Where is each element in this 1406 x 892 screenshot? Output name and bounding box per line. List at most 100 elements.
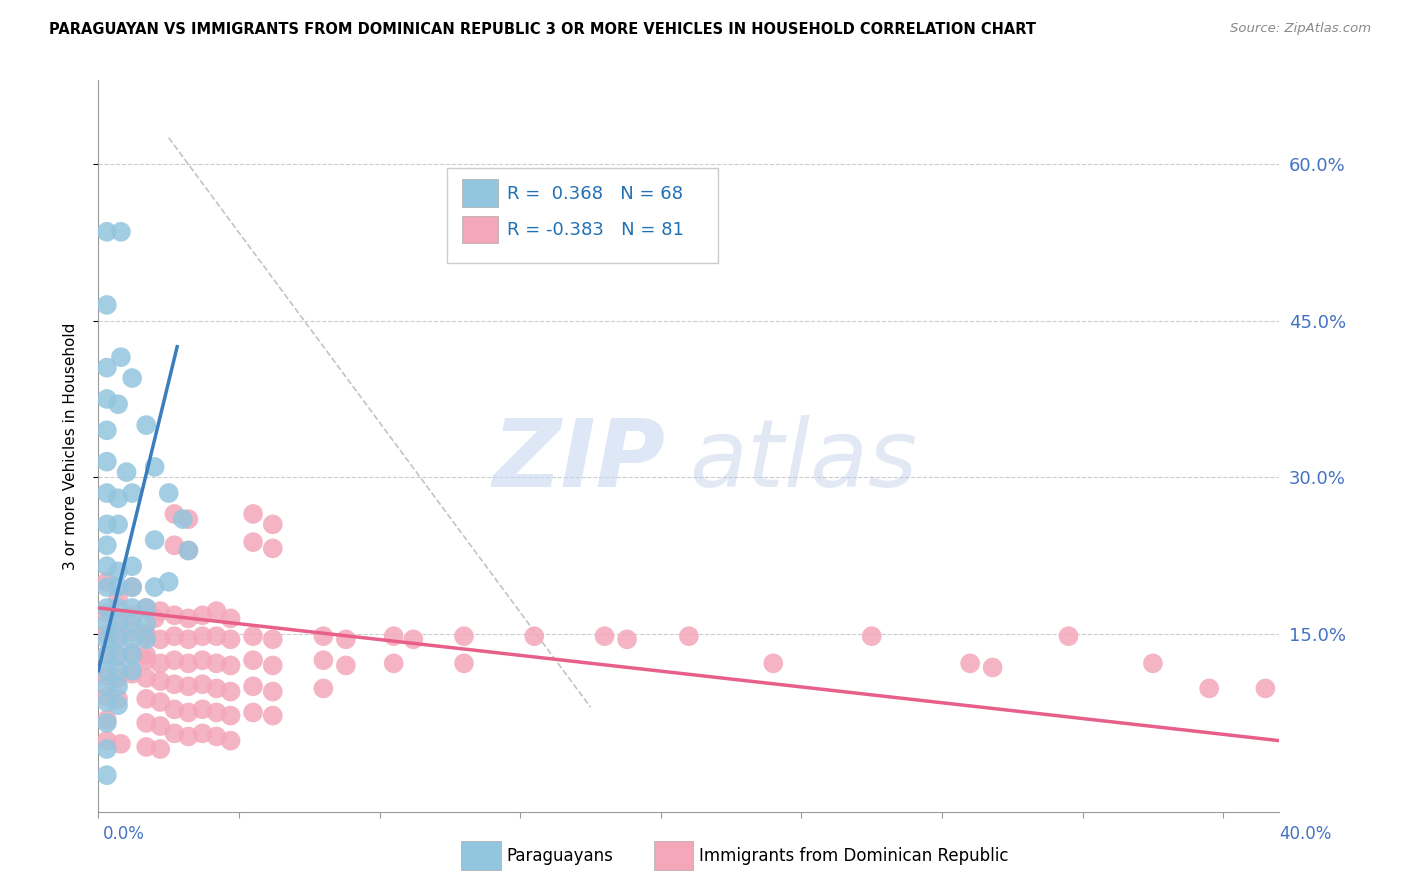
Point bbox=[523, 629, 546, 643]
Point bbox=[312, 629, 335, 643]
Point bbox=[107, 491, 129, 506]
Point bbox=[96, 669, 118, 683]
Point bbox=[135, 632, 157, 647]
Point bbox=[219, 658, 242, 673]
Text: Immigrants from Dominican Republic: Immigrants from Dominican Republic bbox=[699, 847, 1008, 865]
Point bbox=[121, 580, 143, 594]
Point bbox=[121, 632, 143, 647]
Point bbox=[177, 543, 200, 558]
Point bbox=[96, 606, 118, 620]
Point bbox=[135, 671, 157, 685]
Point bbox=[453, 657, 475, 671]
Point bbox=[110, 737, 132, 751]
Point bbox=[219, 708, 242, 723]
Point bbox=[96, 715, 118, 730]
Point bbox=[149, 719, 172, 733]
Point bbox=[219, 684, 242, 698]
Point bbox=[402, 632, 425, 647]
Point bbox=[135, 648, 157, 662]
Text: Source: ZipAtlas.com: Source: ZipAtlas.com bbox=[1230, 22, 1371, 36]
Point bbox=[163, 538, 186, 552]
Point bbox=[96, 225, 118, 239]
Point bbox=[177, 611, 200, 625]
Y-axis label: 3 or more Vehicles in Household: 3 or more Vehicles in Household bbox=[63, 322, 77, 570]
Point bbox=[177, 512, 200, 526]
Point bbox=[312, 653, 335, 667]
Point bbox=[107, 565, 129, 579]
Text: 0.0%: 0.0% bbox=[103, 825, 145, 843]
Point bbox=[96, 559, 118, 574]
Point bbox=[312, 681, 335, 696]
Point bbox=[163, 653, 186, 667]
Point bbox=[205, 706, 228, 720]
Point bbox=[191, 608, 214, 623]
Point bbox=[177, 632, 200, 647]
Point bbox=[191, 653, 214, 667]
Text: 40.0%: 40.0% bbox=[1279, 825, 1331, 843]
Point bbox=[163, 507, 186, 521]
Point bbox=[135, 601, 157, 615]
Point bbox=[177, 543, 200, 558]
Point bbox=[107, 397, 129, 411]
Point bbox=[205, 629, 228, 643]
Point bbox=[107, 580, 129, 594]
Point bbox=[143, 580, 166, 594]
Point bbox=[115, 465, 138, 479]
Point bbox=[242, 653, 264, 667]
Point bbox=[96, 679, 118, 693]
Point bbox=[121, 559, 143, 574]
Point bbox=[177, 657, 200, 671]
Point bbox=[1254, 681, 1277, 696]
Point bbox=[959, 657, 981, 671]
Point bbox=[96, 632, 118, 647]
Point bbox=[121, 646, 143, 660]
Point bbox=[135, 418, 157, 433]
Point bbox=[96, 690, 118, 704]
Point bbox=[96, 423, 118, 437]
Point bbox=[107, 698, 129, 713]
Point bbox=[121, 486, 143, 500]
Point bbox=[121, 666, 143, 681]
Point bbox=[135, 627, 157, 641]
Point bbox=[205, 730, 228, 744]
Point bbox=[121, 625, 143, 640]
Point bbox=[163, 608, 186, 623]
Point bbox=[242, 629, 264, 643]
Point bbox=[172, 512, 194, 526]
Point bbox=[219, 611, 242, 625]
Point bbox=[177, 679, 200, 693]
Point bbox=[205, 681, 228, 696]
Point bbox=[96, 695, 118, 709]
Point bbox=[107, 679, 129, 693]
Text: Paraguayans: Paraguayans bbox=[506, 847, 613, 865]
Point bbox=[121, 601, 143, 615]
Point bbox=[121, 371, 143, 385]
Point bbox=[135, 653, 157, 667]
Point bbox=[96, 627, 118, 641]
Point bbox=[149, 632, 172, 647]
Point bbox=[191, 726, 214, 740]
Point bbox=[121, 608, 143, 623]
Point bbox=[149, 742, 172, 756]
Point bbox=[135, 739, 157, 754]
Point bbox=[107, 611, 129, 625]
Text: R =  0.368   N = 68: R = 0.368 N = 68 bbox=[508, 185, 683, 202]
Point bbox=[219, 733, 242, 747]
Point bbox=[96, 392, 118, 406]
Point bbox=[96, 648, 118, 662]
Text: atlas: atlas bbox=[689, 415, 917, 506]
Point bbox=[96, 360, 118, 375]
Point bbox=[107, 664, 129, 678]
Point bbox=[219, 632, 242, 647]
Point bbox=[382, 657, 405, 671]
Point bbox=[143, 533, 166, 547]
Point bbox=[1142, 657, 1164, 671]
Point bbox=[163, 726, 186, 740]
Point bbox=[382, 629, 405, 643]
Point bbox=[107, 650, 129, 665]
Point bbox=[96, 648, 118, 662]
Point bbox=[135, 691, 157, 706]
Point bbox=[157, 486, 180, 500]
Point bbox=[981, 660, 1004, 674]
Point bbox=[121, 664, 143, 678]
